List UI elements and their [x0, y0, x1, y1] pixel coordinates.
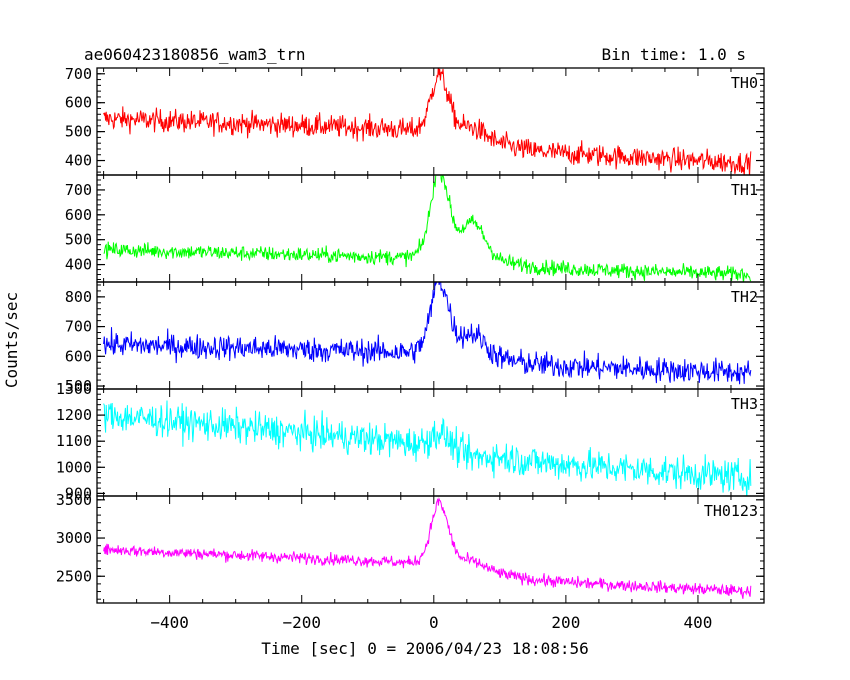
- y-tick-label: 500: [65, 123, 92, 141]
- panel-label: TH0123: [704, 502, 758, 520]
- panel-label: TH1: [731, 181, 758, 199]
- y-tick-label: 1000: [56, 458, 92, 476]
- y-tick-label: 700: [65, 318, 92, 336]
- panel-th0: 400 500 600 700 TH0: [65, 65, 765, 176]
- y-tick-label: 700: [65, 181, 92, 199]
- x-axis: −400 −200 0 200 400: [150, 613, 712, 632]
- y-tick-label: 600: [65, 206, 92, 224]
- y-tick-label: 400: [65, 256, 92, 274]
- y-tick-label: 700: [65, 65, 92, 83]
- panel-frame: [96, 174, 765, 283]
- panel-frame: [96, 495, 765, 604]
- panel-th0123: 2500 3000 3500 TH0123: [56, 491, 765, 604]
- y-tick-label: 1200: [56, 406, 92, 424]
- y-tick-label: 1100: [56, 432, 92, 450]
- y-tick-label: 900: [65, 484, 92, 502]
- series-th1: [103, 175, 752, 282]
- x-tick-label: −400: [150, 613, 189, 632]
- bin-time-label: Bin time: 1.0 s: [602, 45, 747, 64]
- y-tick-label: 400: [65, 152, 92, 170]
- y-tick-label: 3500: [56, 491, 92, 509]
- y-tick-label: 800: [65, 288, 92, 306]
- y-tick-label: 2500: [56, 567, 92, 585]
- panel-label: TH2: [731, 288, 758, 306]
- y-axis-label: Counts/sec: [2, 292, 21, 388]
- y-tick-label: 3000: [56, 529, 92, 547]
- panel-th3: 900 1000 1100 1200 1300 TH3: [56, 380, 765, 502]
- series-th2: [103, 282, 752, 385]
- x-tick-label: 200: [551, 613, 580, 632]
- x-axis-label: Time [sec] 0 = 2006/04/23 18:08:56: [261, 639, 589, 658]
- y-tick-label: 600: [65, 94, 92, 112]
- chart-title: ae060423180856_wam3_trn: [84, 45, 306, 64]
- panel-th1: 400 500 600 700 TH1: [65, 174, 765, 283]
- panel-th2: 500 600 700 800 TH2: [65, 281, 765, 395]
- x-tick-label: −200: [282, 613, 321, 632]
- series-th0123: [103, 497, 752, 599]
- x-tick-label: 0: [429, 613, 439, 632]
- y-tick-label: 1300: [56, 380, 92, 398]
- series-th3: [103, 400, 752, 496]
- panel-label: TH0: [731, 74, 758, 92]
- y-tick-label: 500: [65, 377, 92, 395]
- panel-label: TH3: [731, 395, 758, 413]
- series-th0: [103, 68, 752, 175]
- y-tick-label: 500: [65, 231, 92, 249]
- panels-layer: 400 500 600 700 TH0 400 500 600 700 TH1 500 600 700 8…: [56, 65, 765, 604]
- y-tick-label: 600: [65, 347, 92, 365]
- x-tick-label: 400: [684, 613, 713, 632]
